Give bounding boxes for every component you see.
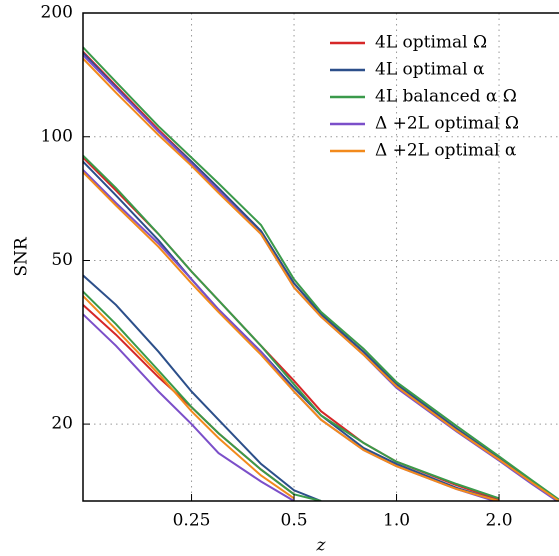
x-tick-label: 1.0 <box>383 511 410 531</box>
x-tick-label: 0.5 <box>281 511 308 531</box>
series-line <box>83 295 295 500</box>
series-line <box>83 290 322 501</box>
axes-frame <box>82 12 559 502</box>
y-tick-label: 200 <box>41 3 73 23</box>
plot-area <box>83 46 559 501</box>
legend: 4L optimal Ω 4L optimal α 4L balanced α Ω Δ… <box>330 33 519 161</box>
legend-label: 4L optimal Ω <box>375 33 487 53</box>
series-line <box>83 160 500 501</box>
y-tick-label: 20 <box>51 414 73 434</box>
y-axis-label: SNR <box>12 236 32 277</box>
legend-label: 4L balanced α Ω <box>375 87 517 107</box>
grid <box>83 13 559 501</box>
legend-label: Δ +2L optimal α <box>375 141 517 161</box>
series-line <box>83 154 500 500</box>
series-line <box>83 274 322 501</box>
series-line <box>83 57 559 501</box>
series-line <box>83 171 500 501</box>
y-tick-label: 100 <box>41 126 73 146</box>
legend-label: Δ +2L optimal Ω <box>375 114 519 134</box>
x-tick-label: 0.25 <box>173 511 211 531</box>
legend-label: 4L optimal α <box>375 60 485 80</box>
series-line <box>83 46 559 501</box>
x-tick-label: 2.0 <box>486 511 513 531</box>
y-tick-label: 50 <box>51 250 73 270</box>
series-line <box>83 313 295 501</box>
series-line <box>83 156 500 501</box>
x-axis-label: z <box>316 536 327 556</box>
ticks: 20 50 100 200 0.25 0.5 1.0 2.0 <box>41 3 513 531</box>
